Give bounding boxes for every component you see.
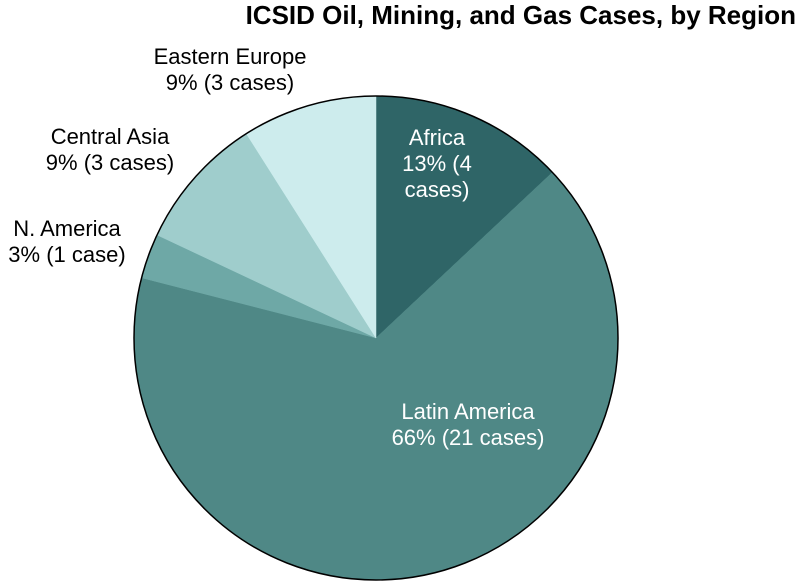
chart-title: ICSID Oil, Mining, and Gas Cases, by Reg… [245,0,796,30]
data-label-africa: Africa 13% (4 cases) [402,125,472,202]
pie-labels: Africa 13% (4 cases) Latin America 66% (21 c… [8,44,544,450]
pie-outline [133,95,619,581]
data-label-eastern-europe: Eastern Europe 9% (3 cases) [154,44,307,95]
data-label-central-asia: Central Asia 9% (3 cases) [46,124,174,175]
pie-slices [133,95,619,581]
data-label-latin-america: Latin America 66% (21 cases) [392,399,545,450]
data-label-n-america: N. America 3% (1 case) [8,216,125,267]
